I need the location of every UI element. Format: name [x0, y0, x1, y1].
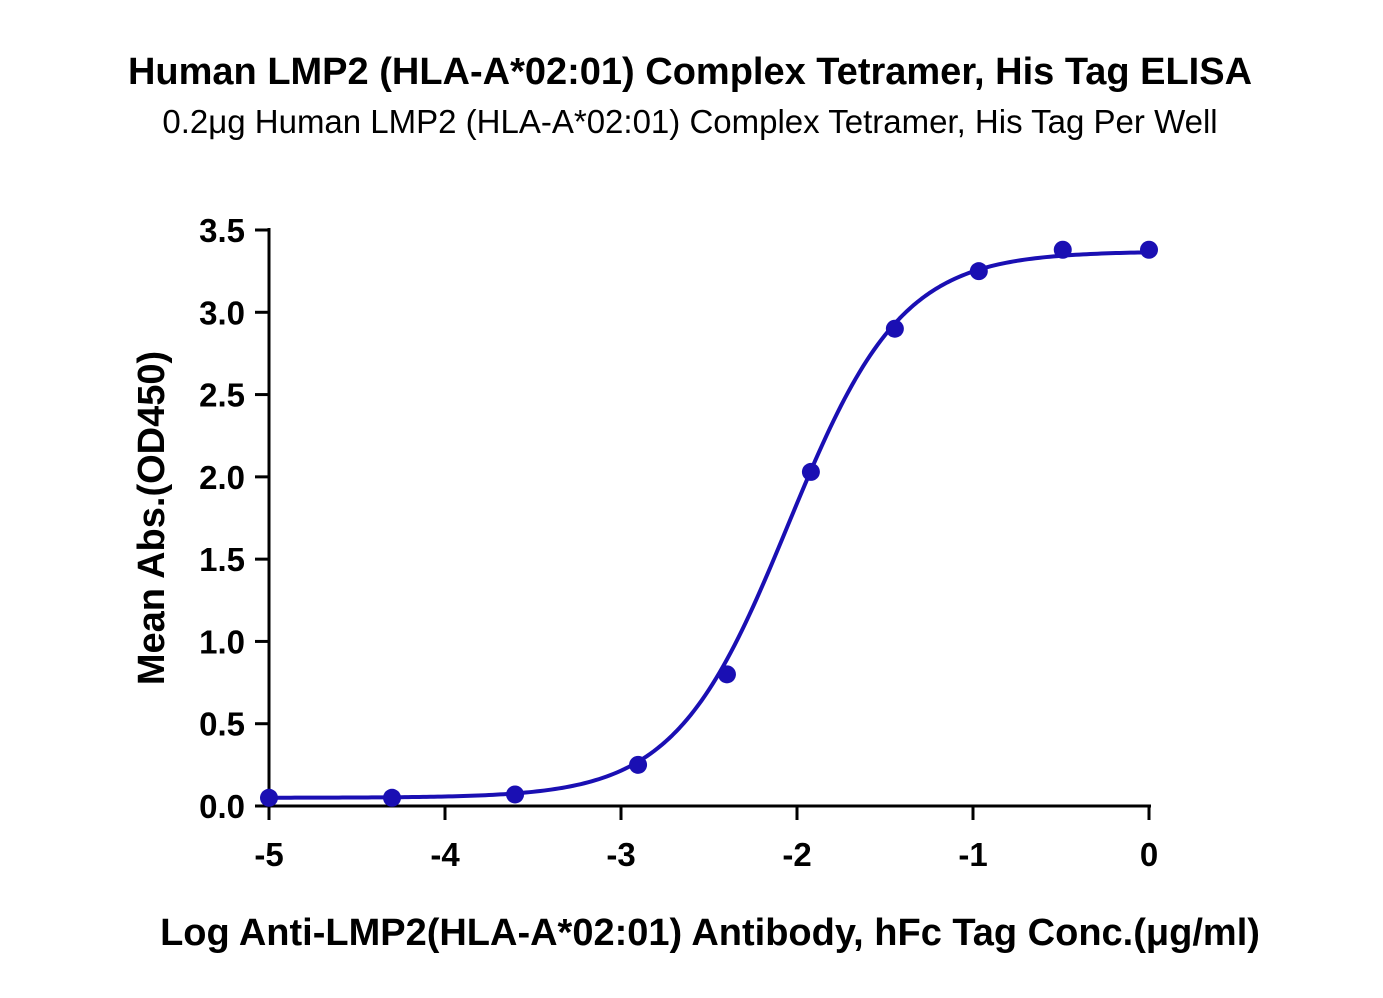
y-tick-label: 0.0 [199, 788, 245, 825]
y-tick-label: 1.5 [199, 541, 245, 578]
x-axis-label: Log Anti-LMP2(HLA-A*02:01) Antibody, hFc… [160, 912, 1260, 954]
data-point [801, 462, 820, 481]
data-point [506, 785, 525, 804]
data-point [969, 262, 988, 281]
chart-subtitle: 0.2μg Human LMP2 (HLA-A*02:01) Complex T… [162, 103, 1217, 140]
fit-curve-group [267, 250, 1151, 800]
x-tick-label: -2 [782, 836, 811, 873]
x-tick-label: -5 [254, 836, 283, 873]
y-axis-label: Mean Abs.(OD450) [131, 351, 173, 685]
data-point [717, 665, 736, 684]
y-axis: 0.0 0.5 1.0 1.5 2.0 2.5 3.0 3.5 [199, 212, 271, 825]
fit-curve [267, 250, 1151, 800]
y-tick-label: 3.0 [199, 294, 245, 331]
data-point [1140, 240, 1158, 259]
data-point [885, 319, 904, 338]
y-tick-label: 3.5 [199, 212, 245, 249]
data-point [629, 755, 648, 774]
data-point [1053, 240, 1072, 259]
y-tick-label: 0.5 [199, 706, 245, 743]
data-point [260, 788, 278, 807]
data-points [260, 240, 1158, 807]
x-axis: -5 -4 -3 -2 -1 0 [254, 804, 1158, 873]
x-tick-label: 0 [1140, 836, 1158, 873]
data-point [383, 788, 402, 807]
chart-title: Human LMP2 (HLA-A*02:01) Complex Tetrame… [128, 51, 1252, 93]
y-tick-label: 1.0 [199, 623, 245, 660]
x-tick-label: -3 [606, 836, 635, 873]
y-tick-label: 2.0 [199, 459, 245, 496]
x-tick-label: -4 [430, 836, 460, 873]
y-tick-label: 2.5 [199, 377, 245, 414]
x-tick-label: -1 [958, 836, 987, 873]
